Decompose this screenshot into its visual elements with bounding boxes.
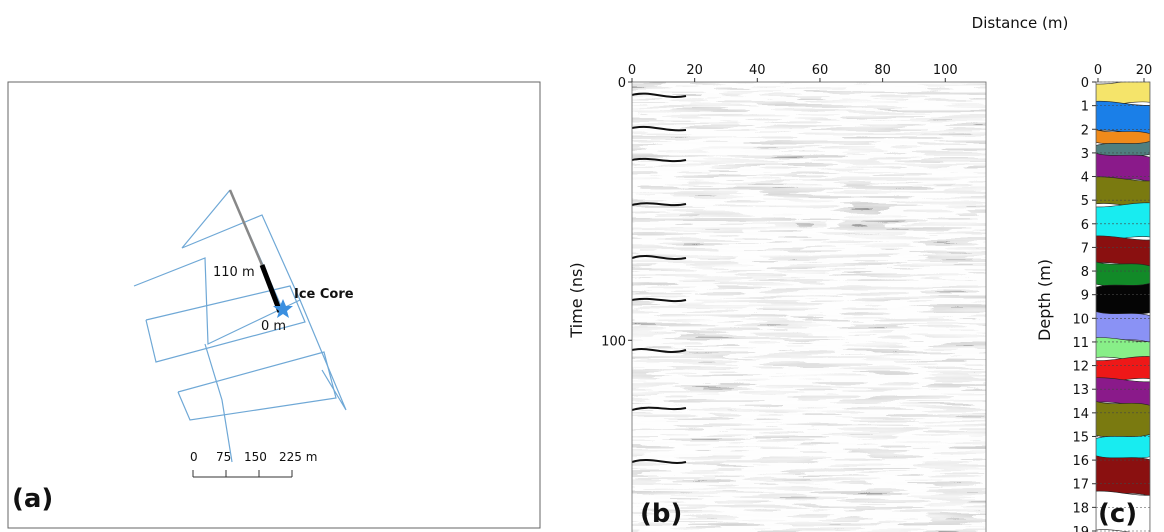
distance-tick-label: 60 [812,63,829,78]
stratigraphy-layer [1096,235,1150,268]
panel-b-radargram: 0 20 40 60 80 100 0 100 Time (ns) (b) [567,63,987,532]
stratigraphy-layer [1096,337,1150,362]
ice-core-star-icon [273,299,293,318]
depth-tick-label: 13 [1072,383,1089,398]
panel-c-letter: (c) [1098,499,1137,529]
profile-line-gray [228,189,264,266]
depth-tick-label: 17 [1072,478,1089,493]
depth-tick-label: 8 [1081,265,1089,280]
stratigraphy-layer [1096,202,1150,242]
panel-b-letter: (b) [640,499,682,529]
c-distance-tick-label: 20 [1136,63,1153,78]
depth-tick-label: 18 [1072,501,1089,516]
depth-tick-label: 4 [1081,171,1089,186]
depth-tick-label: 6 [1081,218,1089,233]
radargram-left-reflectors [632,92,687,464]
depth-tick-label: 3 [1081,147,1089,162]
c-distance-tick-label: 0 [1094,63,1102,78]
distance-tick-label: 20 [686,63,703,78]
depth-axis-title: Depth (m) [1035,259,1054,341]
depth-tick-label: 1 [1081,100,1089,115]
stratigraphy-layer [1096,261,1150,289]
scale-bar: 0 75 150 225 m [190,450,317,478]
panel-a-frame [7,81,541,529]
ice-core-label: Ice Core [294,287,354,302]
distance-tick-label: 100 [933,63,958,78]
time-axis-title: Time (ns) [567,262,586,338]
profile-line-black [259,264,283,313]
distance-tick-label: 40 [749,63,766,78]
radargram-image [632,82,986,532]
stratigraphy-layer [1096,434,1150,462]
distance-tick-label: 0 [628,63,636,78]
depth-tick-label: 2 [1081,123,1089,138]
depth-tick-label: 0 [1081,76,1089,91]
stratigraphy-layer [1096,377,1150,407]
stratigraphy-layer [1096,401,1150,440]
scale-tick-3: 225 m [279,450,317,464]
depth-tick-label: 5 [1081,194,1089,209]
depth-tick-label: 12 [1072,360,1089,375]
time-tick-label: 0 [618,76,626,91]
scale-tick-0: 0 [190,450,198,464]
stratigraphy-layer [1096,282,1150,317]
stratigraphy-layer [1096,455,1150,497]
distance-axis-title: Distance (m) [972,14,1069,32]
depth-tick-label: 14 [1072,407,1089,422]
scale-tick-1: 75 [216,450,231,464]
scale-tick-2: 150 [244,450,267,464]
stratigraphy-layer [1096,490,1150,532]
depth-tick-label: 16 [1072,454,1089,469]
panel-a-letter: (a) [12,484,53,514]
depth-tick-label: 7 [1081,241,1089,256]
profile-bottom-label: 0 m [261,319,286,334]
depth-tick-label: 11 [1072,336,1089,351]
depth-tick-label: 9 [1081,289,1089,304]
depth-tick-label: 19 [1072,525,1089,532]
panel-a-map: 110 m Ice Core 0 m 0 75 150 225 m (a) [7,81,541,529]
depth-tick-label: 10 [1072,312,1089,327]
time-tick-label: 100 [601,334,626,349]
profile-top-label: 110 m [213,265,255,280]
distance-tick-label: 80 [874,63,891,78]
depth-tick-label: 15 [1072,430,1089,445]
stratigraphy-layer [1096,100,1150,135]
panel-c-stratigraphy: 012345678910111213141516171819020 Depth … [1035,63,1152,532]
